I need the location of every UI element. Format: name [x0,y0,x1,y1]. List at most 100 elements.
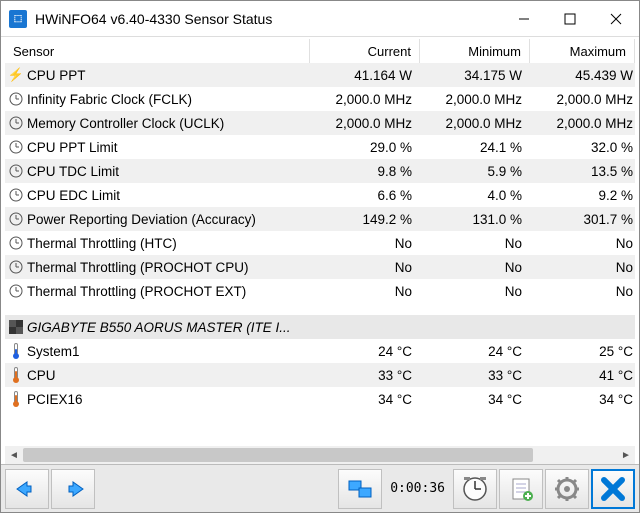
table-row[interactable]: CPU33 °C33 °C41 °C [5,363,635,387]
value-minimum: 131.0 % [420,212,530,227]
value-current: 149.2 % [310,212,420,227]
table-row[interactable]: Memory Controller Clock (UCLK) 2,000.0 MH… [5,111,635,135]
sensor-name: Thermal Throttling (HTC) [23,236,310,251]
header-current[interactable]: Current [310,39,420,63]
table-row[interactable]: Thermal Throttling (HTC)NoNoNo [5,231,635,255]
spacer [5,303,635,315]
thermometer-icon [13,391,19,407]
maximize-button[interactable] [547,1,593,37]
sensor-name: System1 [23,344,310,359]
scroll-track[interactable] [23,446,617,464]
table-row[interactable]: CPU TDC Limit9.8 %5.9 %13.5 % [5,159,635,183]
chip-icon [9,320,23,334]
log-button[interactable] [499,469,543,509]
sensor-name: CPU PPT Limit [23,140,310,155]
scroll-right-arrow[interactable]: ► [617,446,635,464]
clock-icon [9,284,23,298]
value-maximum: 2,000.0 MHz [530,92,635,107]
value-current: 9.8 % [310,164,420,179]
value-minimum: 33 °C [420,368,530,383]
clock-icon [9,260,23,274]
horizontal-scrollbar[interactable]: ◄ ► [5,446,635,464]
network-button[interactable] [338,469,382,509]
scroll-thumb[interactable] [23,448,533,462]
value-minimum: 2,000.0 MHz [420,116,530,131]
value-minimum: No [420,236,530,251]
minimize-button[interactable] [501,1,547,37]
value-current: No [310,260,420,275]
clock-icon [9,92,23,106]
value-minimum: 34.175 W [420,68,530,83]
value-current: 33 °C [310,368,420,383]
table-row[interactable]: CPU PPT Limit29.0 %24.1 %32.0 % [5,135,635,159]
value-maximum: 301.7 % [530,212,635,227]
header-sensor[interactable]: Sensor [5,39,310,63]
header-maximum[interactable]: Maximum [530,39,635,63]
settings-button[interactable] [545,469,589,509]
titlebar: ⬚ HWiNFO64 v6.40-4330 Sensor Status [1,1,639,37]
value-current: 6.6 % [310,188,420,203]
value-current: 34 °C [310,392,420,407]
table-row[interactable]: System124 °C24 °C25 °C [5,339,635,363]
value-maximum: 2,000.0 MHz [530,116,635,131]
bolt-icon: ⚡ [8,67,24,83]
clock-icon [9,188,23,202]
table-body: ⚡CPU PPT41.164 W34.175 W45.439 WInfinity… [5,63,635,411]
sensor-name: Power Reporting Deviation (Accuracy) [23,212,310,227]
value-maximum: 32.0 % [530,140,635,155]
sensor-name: CPU TDC Limit [23,164,310,179]
clock-button[interactable] [453,469,497,509]
value-minimum: 2,000.0 MHz [420,92,530,107]
value-maximum: 45.439 W [530,68,635,83]
value-maximum: No [530,236,635,251]
value-maximum: 34 °C [530,392,635,407]
table-row[interactable]: Infinity Fabric Clock (FCLK)2,000.0 MHz2… [5,87,635,111]
value-minimum: 24 °C [420,344,530,359]
value-minimum: No [420,260,530,275]
clock-icon [9,164,23,178]
value-minimum: 4.0 % [420,188,530,203]
value-minimum: No [420,284,530,299]
sensor-name: CPU EDC Limit [23,188,310,203]
clock-icon [9,212,23,226]
table-header: Sensor Current Minimum Maximum [5,39,635,63]
value-minimum: 5.9 % [420,164,530,179]
value-current: No [310,236,420,251]
value-current: 41.164 W [310,68,420,83]
section-header[interactable]: GIGABYTE B550 AORUS MASTER (ITE I... [5,315,635,339]
value-current: 24 °C [310,344,420,359]
table-row[interactable]: CPU EDC Limit6.6 %4.0 %9.2 % [5,183,635,207]
table-row[interactable]: Power Reporting Deviation (Accuracy)149.… [5,207,635,231]
table-row[interactable]: PCIEX1634 °C34 °C34 °C [5,387,635,411]
value-maximum: 25 °C [530,344,635,359]
toolbar: 0:00:36 [1,464,639,512]
value-maximum: 13.5 % [530,164,635,179]
sensor-name: PCIEX16 [23,392,310,407]
sensor-name: Thermal Throttling (PROCHOT CPU) [23,260,310,275]
value-maximum: 9.2 % [530,188,635,203]
value-current: 2,000.0 MHz [310,92,420,107]
close-sensors-button[interactable] [591,469,635,509]
table-row[interactable]: Thermal Throttling (PROCHOT CPU)NoNoNo [5,255,635,279]
clock-icon [9,236,23,250]
header-minimum[interactable]: Minimum [420,39,530,63]
table-row[interactable]: Thermal Throttling (PROCHOT EXT)NoNoNo [5,279,635,303]
close-button[interactable] [593,1,639,37]
thermometer-icon [13,367,19,383]
nav-back-button[interactable] [5,469,49,509]
sensor-name: CPU [23,368,310,383]
value-minimum: 34 °C [420,392,530,407]
value-current: 29.0 % [310,140,420,155]
sensor-name: CPU PPT [23,68,310,83]
sensor-name: Infinity Fabric Clock (FCLK) [23,92,310,107]
scroll-left-arrow[interactable]: ◄ [5,446,23,464]
window-title: HWiNFO64 v6.40-4330 Sensor Status [35,11,501,27]
app-icon: ⬚ [9,10,27,28]
value-maximum: No [530,284,635,299]
nav-forward-button[interactable] [51,469,95,509]
value-maximum: No [530,260,635,275]
table-row[interactable]: ⚡CPU PPT41.164 W34.175 W45.439 W [5,63,635,87]
sensor-name: Memory Controller Clock (UCLK) [23,116,310,131]
value-current: No [310,284,420,299]
value-maximum: 41 °C [530,368,635,383]
